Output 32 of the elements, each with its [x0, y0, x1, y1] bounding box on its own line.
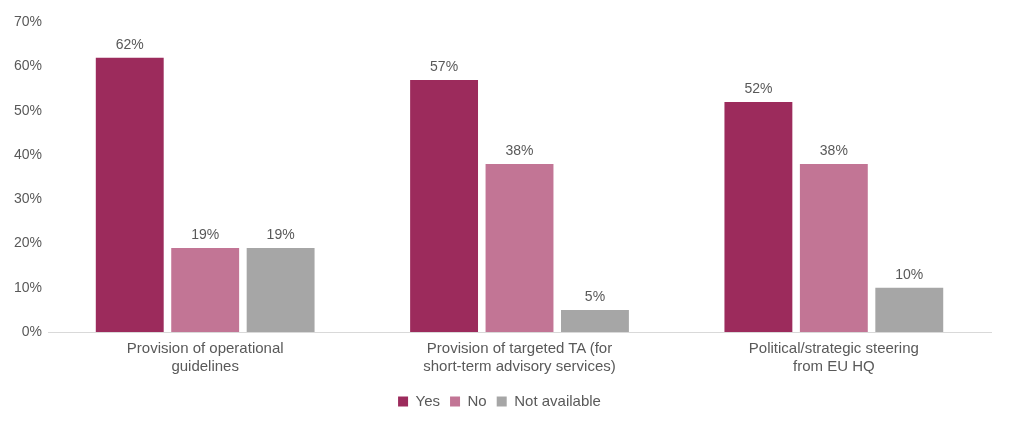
y-tick-label: 10%	[13, 278, 43, 295]
bar	[561, 309, 629, 332]
bar	[724, 102, 793, 332]
y-tick-label: 0%	[21, 322, 43, 339]
x-tick-label: Provision of targeted TA (for short-term advisory services)	[423, 339, 616, 375]
text: 57%	[430, 57, 459, 74]
bar	[410, 79, 479, 332]
bar	[95, 57, 164, 332]
text: 19%	[266, 225, 295, 242]
text: 10%	[895, 265, 924, 282]
y-tick-label: 50%	[13, 101, 43, 118]
text: 5%	[584, 287, 606, 304]
y-tick-label: 70%	[13, 13, 43, 30]
legend-label: Yes	[415, 391, 441, 409]
text: 19%	[191, 225, 220, 242]
text: 38%	[819, 141, 848, 158]
bar	[246, 247, 315, 332]
bar	[171, 247, 240, 332]
y-tick-label: 30%	[13, 190, 43, 207]
legend-label: Not available	[514, 391, 601, 409]
text: 38%	[505, 141, 534, 158]
bar	[875, 287, 944, 332]
y-tick-label: 20%	[13, 234, 43, 251]
text: 52%	[744, 79, 773, 96]
x-tick-label: Political/strategic steering from EU HQ	[748, 339, 919, 375]
text: 62%	[115, 35, 144, 52]
y-tick-label: 60%	[13, 57, 43, 74]
legend-label: No	[467, 391, 487, 409]
y-tick-label: 40%	[13, 145, 43, 162]
x-tick-label: Provision of operational guidelines	[126, 339, 284, 375]
bar	[799, 163, 868, 332]
bar	[485, 163, 554, 332]
